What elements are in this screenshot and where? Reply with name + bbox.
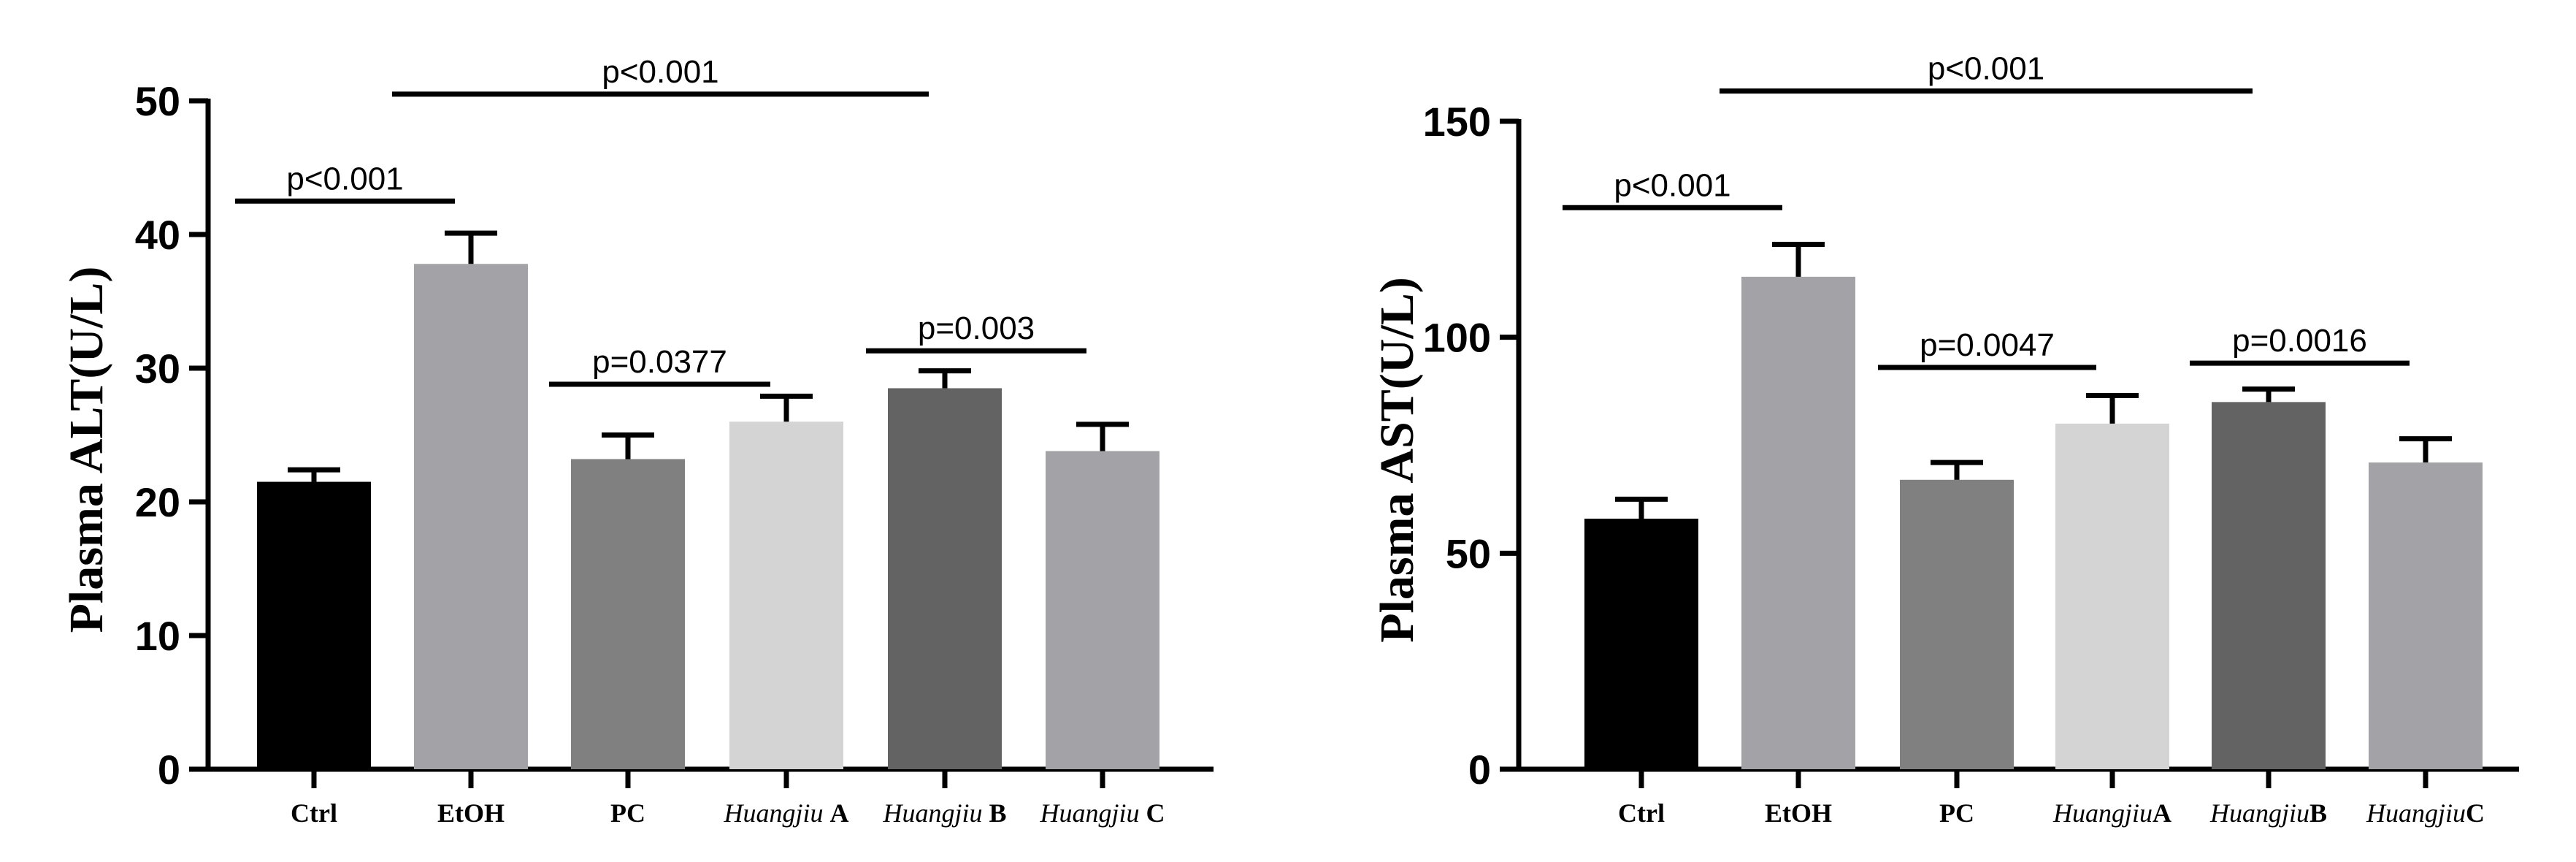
- x-tick-label: HuangjiuB: [2209, 798, 2327, 828]
- bar: [1046, 451, 1159, 769]
- y-tick-label: 150: [1423, 99, 1491, 145]
- x-tick-label: Huangjiu C: [1039, 798, 1165, 828]
- p-value-label: p<0.001: [286, 161, 403, 197]
- bar: [571, 459, 685, 769]
- bar: [257, 481, 371, 769]
- p-value-label: p=0.0016: [2232, 323, 2367, 359]
- x-tick-label: Ctrl: [291, 798, 337, 828]
- x-tick-label: PC: [610, 798, 645, 828]
- bar: [414, 264, 528, 769]
- p-value-label: p<0.001: [602, 54, 718, 90]
- y-tick-label: 30: [135, 346, 180, 392]
- y-tick-label: 20: [135, 479, 180, 525]
- p-value-label: p<0.001: [1928, 51, 2044, 87]
- x-tick-label: Huangjiu B: [882, 798, 1006, 828]
- p-value-label: p=0.0047: [1920, 327, 2055, 363]
- y-tick-label: 50: [135, 78, 180, 124]
- y-tick-label: 100: [1423, 315, 1491, 361]
- alt-chart: 0 10 20 30 40 50 Plasma ALT(U/L) Ctrl EtOH PC Huan…: [60, 54, 1214, 828]
- ast-chart: 0 50 100 150 Plasma AST(U/L) Ctrl EtOH PC Huangj…: [1371, 51, 2519, 828]
- y-tick-label: 40: [135, 212, 180, 258]
- bar: [888, 388, 1002, 769]
- y-tick-label: 10: [135, 613, 180, 659]
- x-tick-label: HuangjiuC: [2366, 798, 2485, 828]
- y-tick-label: 0: [158, 747, 180, 793]
- x-tick-label: EtOH: [437, 798, 505, 828]
- bar: [729, 422, 843, 769]
- bar: [1584, 519, 1698, 769]
- x-tick-label: HuangjiuA: [2052, 798, 2171, 828]
- y-tick-label: 0: [1468, 747, 1491, 793]
- bar: [2055, 423, 2169, 769]
- p-value-label: p=0.0377: [592, 344, 727, 380]
- y-axis-title: Plasma AST(U/L): [1371, 277, 1424, 643]
- y-axis-title: Plasma ALT(U/L): [60, 267, 113, 633]
- p-value-label: p<0.001: [1614, 167, 1730, 203]
- bar: [2369, 462, 2483, 769]
- bar: [1741, 276, 1855, 769]
- x-tick-label: EtOH: [1765, 798, 1832, 828]
- x-tick-label: Ctrl: [1618, 798, 1665, 828]
- x-tick-label: Huangjiu A: [723, 798, 848, 828]
- bar: [2212, 402, 2326, 769]
- p-value-label: p=0.003: [918, 310, 1035, 346]
- x-tick-label: PC: [1939, 798, 1974, 828]
- y-tick-label: 50: [1446, 530, 1491, 576]
- bar: [1900, 479, 2014, 769]
